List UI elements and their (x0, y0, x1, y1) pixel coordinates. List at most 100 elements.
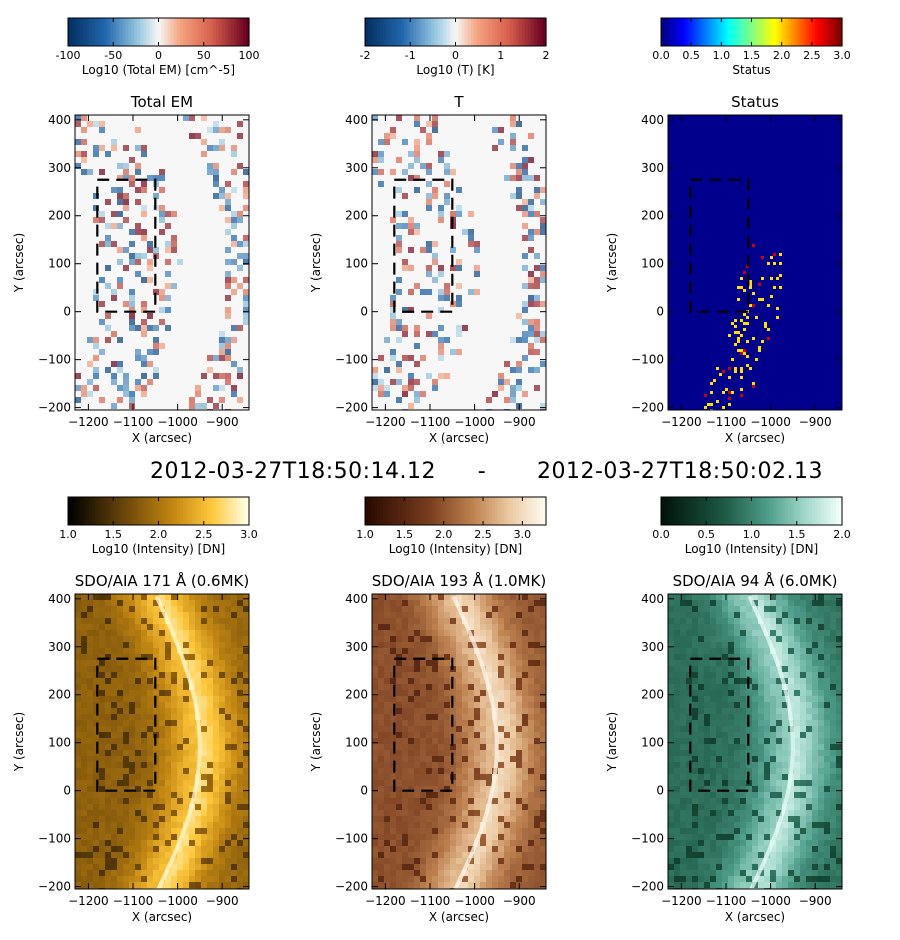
colorbar-swatch (826, 497, 831, 525)
y-tick-label: −100 (38, 832, 71, 846)
colorbar-tick-label: 1.0 (59, 528, 77, 541)
colorbar-swatch (215, 497, 220, 525)
colorbar-swatch (464, 497, 469, 525)
colorbar-swatch (383, 18, 387, 46)
colorbar-tick-label: 3.0 (240, 528, 258, 541)
colorbar-swatch (742, 18, 747, 46)
colorbar-swatch (377, 497, 381, 525)
colorbar-swatch (733, 497, 738, 525)
colorbar-tick-label: 1.0 (356, 528, 374, 541)
colorbar-swatch (751, 497, 756, 525)
colorbar-tick-label: 50 (197, 49, 211, 62)
colorbar-swatch (398, 497, 402, 525)
y-tick-label: 300 (641, 640, 664, 654)
colorbar-swatch (230, 497, 235, 525)
heatmap-image (372, 594, 546, 889)
colorbar-swatch (245, 497, 250, 525)
plot-frame (667, 593, 843, 890)
colorbar-2: -2 -1 0 1 2 Log10 (T) [K] (360, 17, 550, 77)
y-tick-label: 100 (48, 257, 71, 271)
timestamp-left: 2012-03-27T18:50:14.12 (150, 459, 436, 484)
colorbar-swatch (533, 497, 538, 525)
colorbar-swatch (691, 497, 695, 525)
colorbar-swatch (685, 18, 689, 46)
colorbar-swatch (763, 497, 768, 525)
heatmap-image (75, 115, 249, 410)
colorbar-swatch (760, 18, 765, 46)
y-tick-label: −200 (631, 880, 664, 894)
colorbar-tick-label: -100 (56, 49, 81, 62)
colorbar-swatch (703, 497, 707, 525)
colorbar-swatch (377, 18, 381, 46)
plot-frame (74, 114, 250, 411)
colorbar-swatch (392, 497, 396, 525)
colorbar-swatch (119, 497, 123, 525)
colorbar-swatch (443, 18, 448, 46)
colorbar-swatch (772, 18, 777, 46)
colorbar-swatch (449, 497, 454, 525)
colorbar-swatch (425, 18, 429, 46)
colorbar-swatch (203, 497, 208, 525)
y-axis-label: Y (arcsec) (12, 233, 26, 293)
colorbar-swatch (682, 18, 686, 46)
colorbar-swatch (110, 497, 114, 525)
colorbar-swatch (739, 497, 744, 525)
x-tick-label: −1000 (454, 894, 495, 908)
colorbar-swatch (697, 18, 701, 46)
colorbar-swatch (146, 497, 151, 525)
colorbar-swatch (524, 18, 529, 46)
y-axis-label: Y (arcsec) (12, 712, 26, 772)
colorbar-swatch (68, 18, 72, 46)
y-tick-label: −100 (631, 832, 664, 846)
colorbar-swatch (188, 18, 193, 46)
y-tick-label: −200 (38, 401, 71, 415)
colorbar-swatch (371, 18, 375, 46)
colorbar-swatch (781, 497, 786, 525)
plot-frame (371, 593, 547, 890)
colorbar-swatch (134, 497, 138, 525)
colorbar-tick-label: 2.0 (150, 528, 168, 541)
colorbar-swatch (769, 18, 774, 46)
colorbar-swatch (368, 18, 372, 46)
colorbar-label: Log10 (Total EM) [cm^-5] (82, 63, 235, 77)
colorbar-swatch (802, 18, 807, 46)
colorbar-swatch (673, 497, 677, 525)
y-tick-label: 300 (48, 640, 71, 654)
colorbar-1: -100 -50 0 50 100 Log10 (Total EM) [cm^-5] (56, 17, 260, 77)
colorbar-swatch (71, 497, 75, 525)
y-tick-label: 400 (641, 113, 664, 127)
roi-box (96, 178, 157, 313)
colorbar-swatch (793, 18, 798, 46)
colorbar-swatch (167, 18, 172, 46)
colorbar-swatch (92, 497, 96, 525)
colorbar-swatch (230, 18, 235, 46)
colorbar-swatch (212, 497, 217, 525)
colorbar-swatch (775, 18, 780, 46)
colorbar-swatch (661, 497, 665, 525)
colorbar-swatch (667, 18, 671, 46)
colorbar-swatch (503, 18, 508, 46)
colorbar-swatch (212, 18, 217, 46)
colorbar-swatch (140, 18, 145, 46)
colorbar-swatch (793, 497, 798, 525)
colorbar-swatch (425, 497, 429, 525)
colorbar-swatch (158, 18, 163, 46)
colorbar-swatch (116, 18, 120, 46)
colorbar-swatch (488, 18, 493, 46)
colorbar-swatch (476, 18, 481, 46)
colorbar-swatch (161, 18, 166, 46)
colorbar-swatch (209, 18, 214, 46)
colorbar-swatch (527, 497, 532, 525)
colorbar-swatch (811, 18, 816, 46)
colorbar-tick-label: 0.0 (652, 528, 670, 541)
colorbar-swatch (500, 497, 505, 525)
colorbar-swatch (506, 497, 511, 525)
colorbar-swatch (89, 18, 93, 46)
y-tick-label: 0 (656, 784, 664, 798)
colorbar-swatch (413, 497, 417, 525)
colorbar-swatch (374, 497, 378, 525)
colorbar-swatch (479, 497, 484, 525)
colorbar-swatch (518, 497, 523, 525)
panel-title: T (453, 93, 464, 111)
